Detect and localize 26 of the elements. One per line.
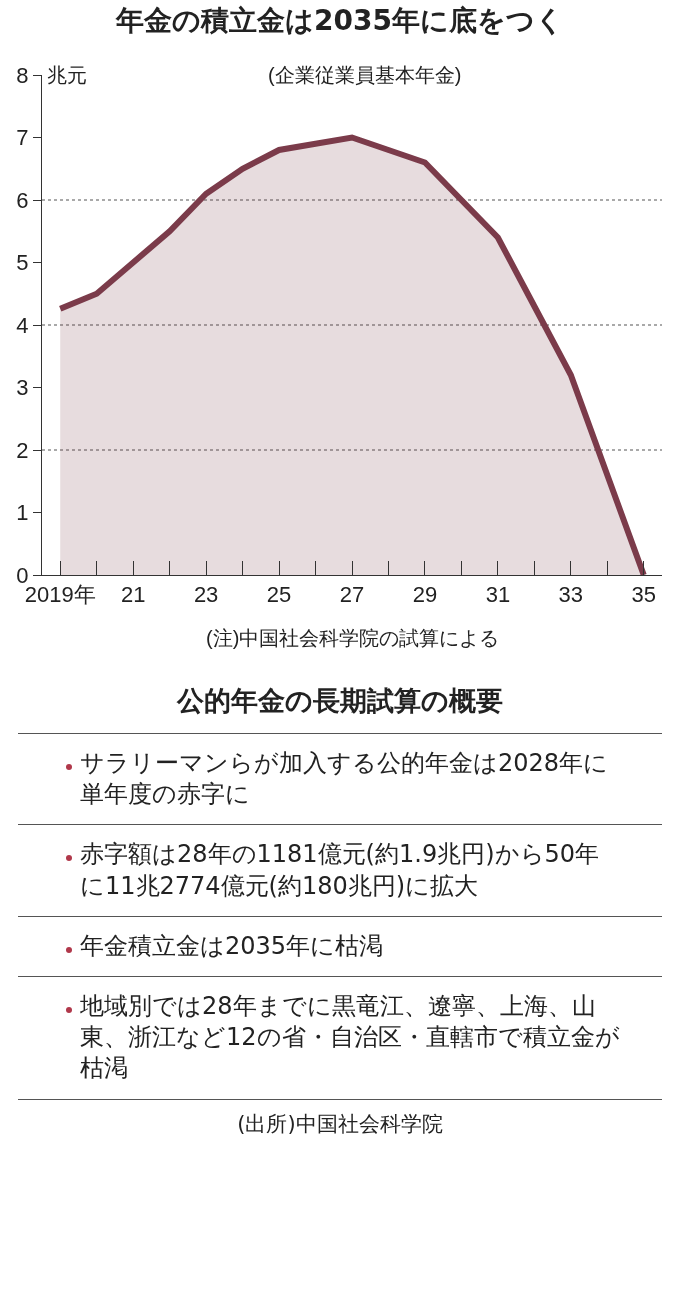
text: (注)中国社会科学院の試算による [206, 627, 500, 649]
text: 赤字額は28年の1181億元(約1.9兆円)から50年に11兆2774億元(約180兆円)に拡大 [80, 840, 600, 900]
y-tick-label: 1 [16, 500, 29, 526]
text: サラリーマンらが加入する公的年金は2028年に単年度の赤字に [80, 749, 609, 809]
y-tick-label: 5 [16, 250, 29, 276]
chart-title: 年金の積立金は2035年に底をつく [115, 3, 564, 37]
y-tick-label: 8 [16, 62, 29, 88]
x-tick-label: 33 [558, 582, 584, 608]
text: 年金積立金は2035年に枯渇 [80, 931, 384, 960]
y-axis-title: 兆元 [47, 64, 87, 86]
text: 公的年金の長期試算の概要 [175, 684, 504, 718]
y-tick-label: 6 [16, 187, 29, 213]
x-tick-label: 29 [412, 582, 438, 608]
x-tick-label: 27 [339, 582, 365, 608]
text: 地域別では28年までに黒竜江、遼寧、上海、山東、浙江など12の省・自治区・直轄市で積立金が枯渇 [80, 991, 620, 1083]
x-tick-label: 31 [485, 582, 511, 608]
y-tick-label: 4 [16, 312, 29, 338]
x-tick-label: 23 [193, 582, 219, 608]
y-tick-label: 2 [16, 437, 29, 463]
x-tick-label: 25 [266, 582, 292, 608]
y-tick-label: 7 [16, 125, 29, 151]
y-tick-label: 3 [16, 375, 29, 401]
x-tick-label: 35 [631, 582, 656, 608]
chart-subtitle: (企業従業員基本年金) [268, 64, 462, 86]
text: (出所)中国社会科学院 [236, 1110, 444, 1138]
x-tick-label: 21 [120, 582, 146, 608]
